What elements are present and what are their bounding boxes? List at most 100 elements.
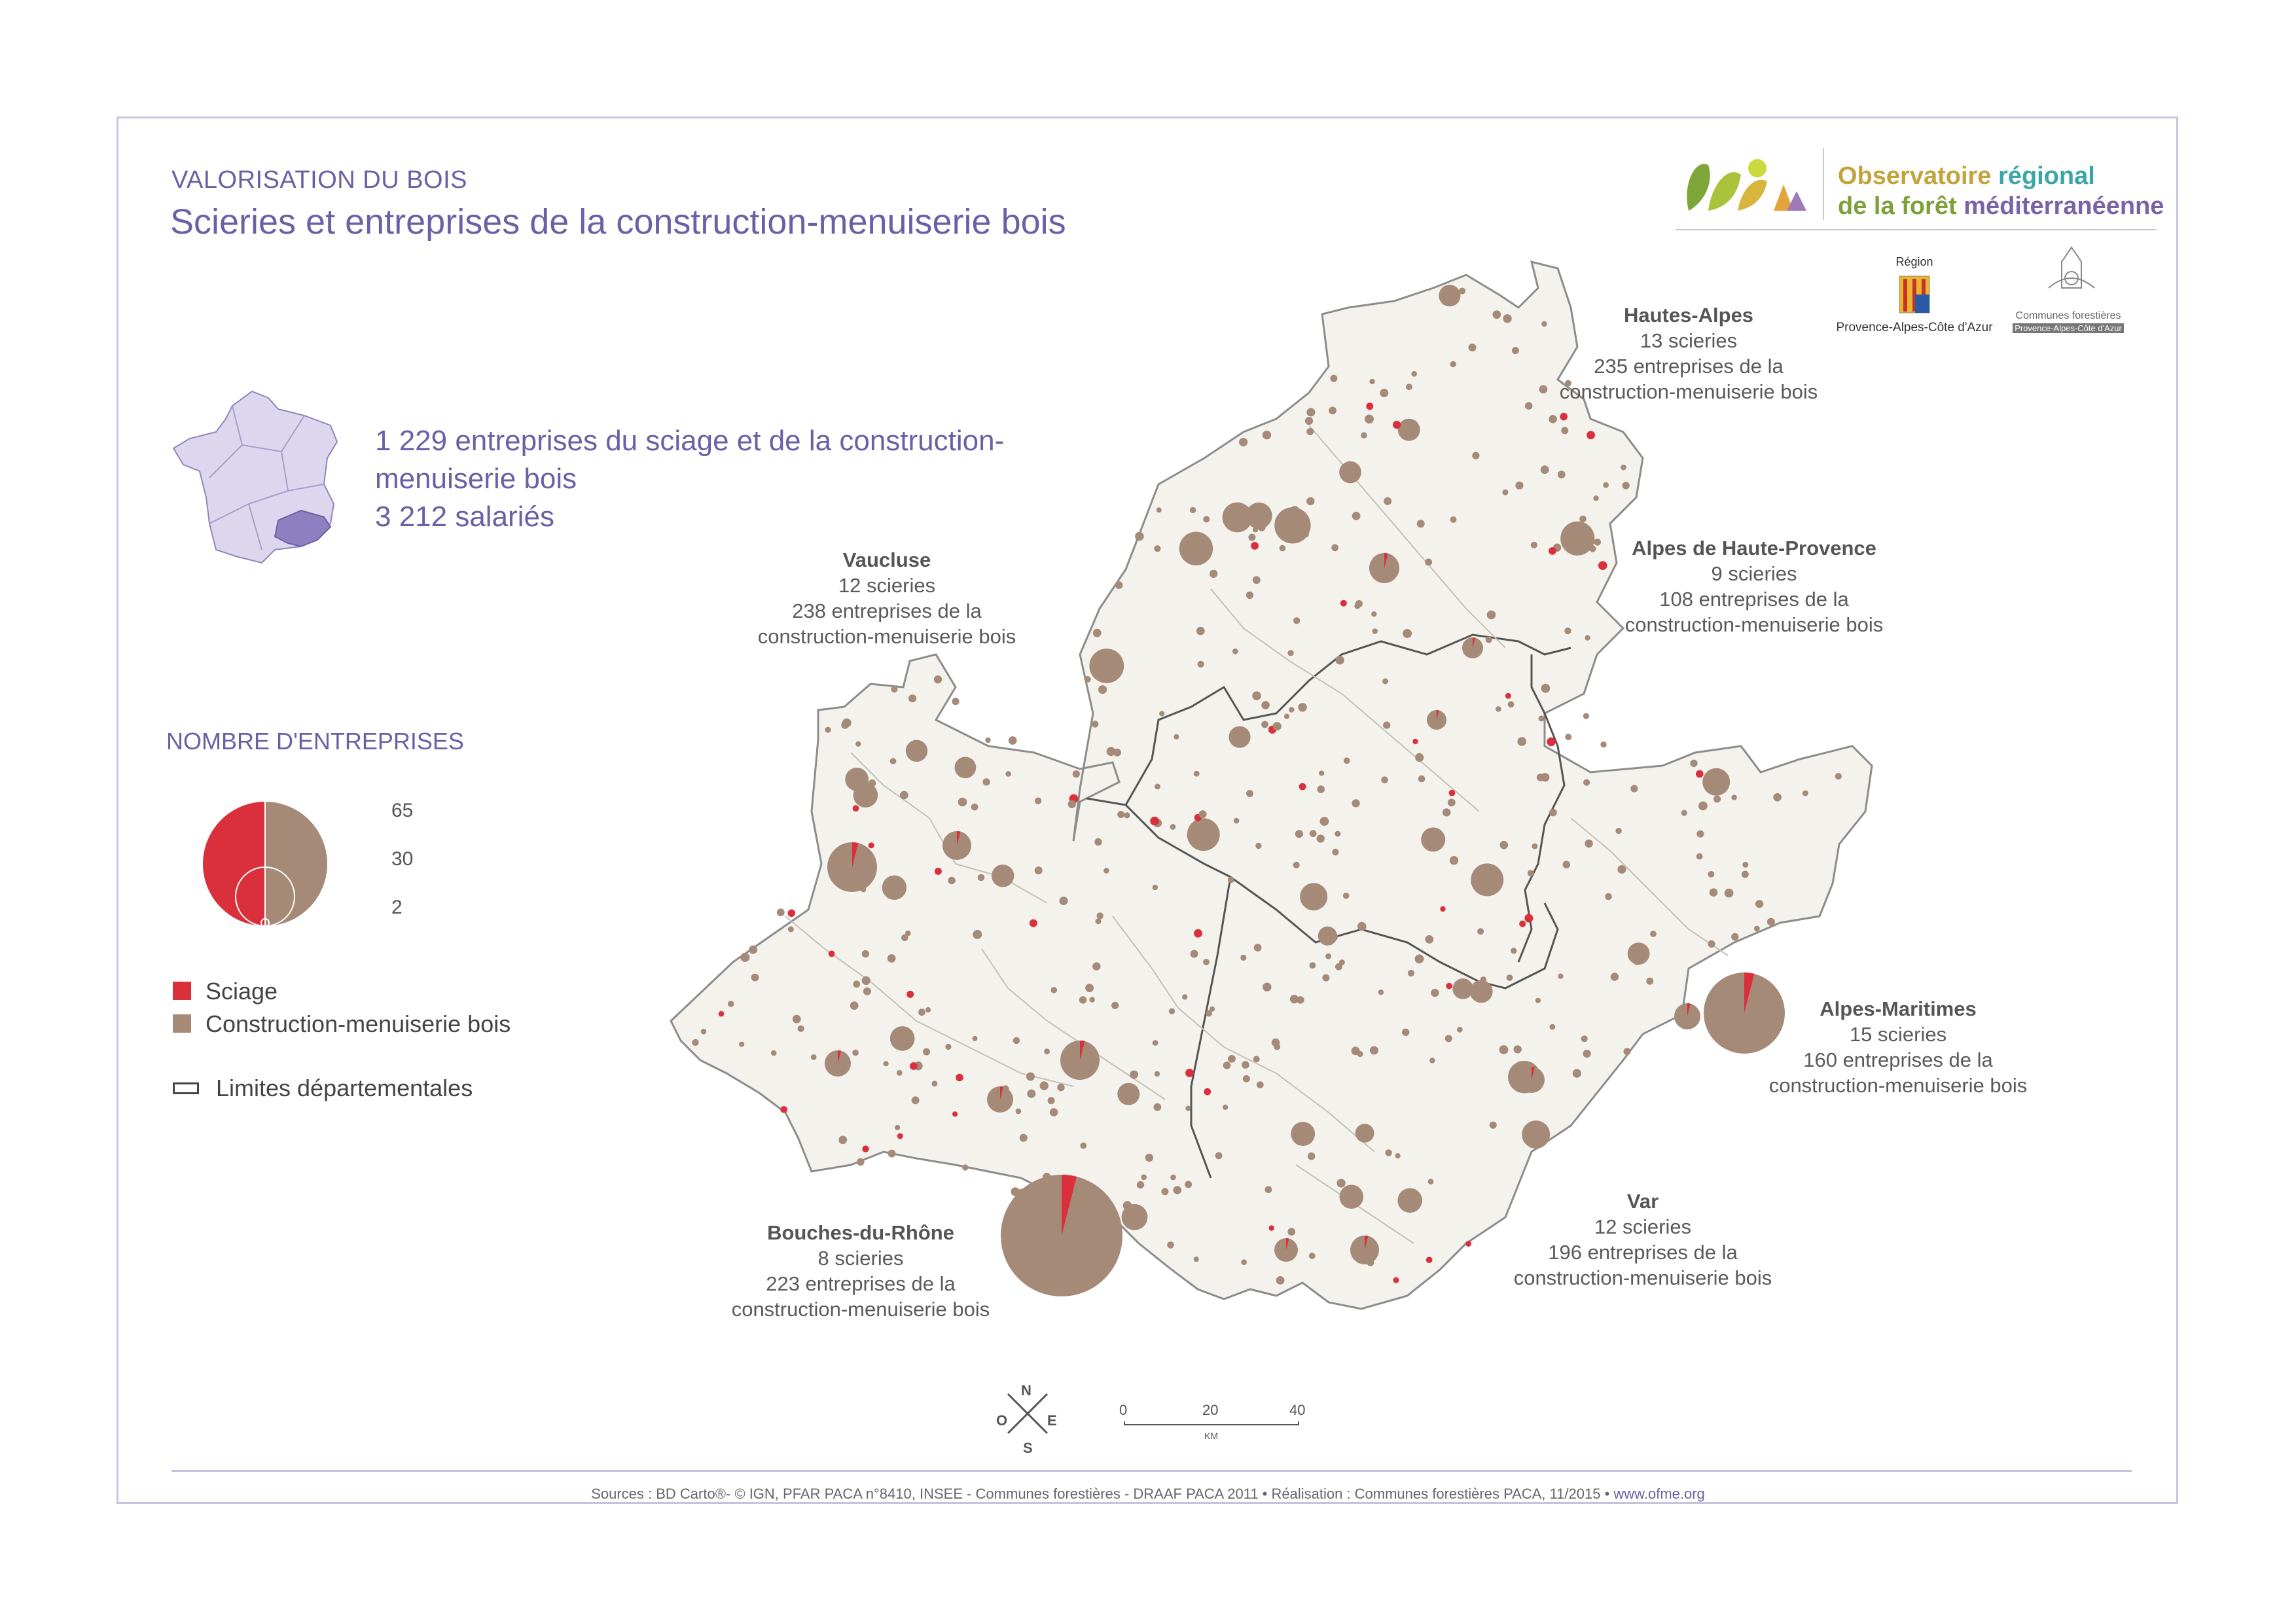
- distribution-point: [825, 726, 831, 733]
- distribution-point: [1372, 628, 1378, 634]
- distribution-point: [1106, 747, 1116, 757]
- distribution-point: [1026, 1072, 1035, 1081]
- distribution-point: [1272, 722, 1282, 731]
- distribution-point: [751, 973, 759, 982]
- distribution-point: [1013, 1037, 1020, 1044]
- distribution-point: [1319, 817, 1329, 826]
- footer-sources: Sources : BD Carto®- © IGN, PFAR PACA n°…: [591, 1486, 1610, 1502]
- distribution-point: [1547, 737, 1556, 747]
- distribution-point: [1357, 921, 1367, 931]
- distribution-point: [1297, 996, 1304, 1004]
- distribution-point: [1541, 321, 1547, 327]
- distribution-point: [1443, 808, 1451, 817]
- distribution-point: [1306, 408, 1316, 417]
- distribution-point: [1402, 1028, 1410, 1037]
- distribution-point: [1603, 482, 1609, 488]
- distribution-point: [925, 1007, 931, 1013]
- distribution-point: [1318, 926, 1337, 946]
- distribution-point: [1511, 347, 1519, 355]
- distribution-point: [1185, 1069, 1194, 1077]
- distribution-point: [1621, 464, 1626, 471]
- distribution-point: [1650, 931, 1657, 937]
- distribution-point: [1279, 544, 1286, 552]
- distribution-point: [1583, 779, 1590, 786]
- distribution-point: [1444, 1035, 1452, 1043]
- distribution-point: [1753, 925, 1760, 932]
- dept-entreprises: 196 entreprises de la: [1548, 1241, 1738, 1264]
- distribution-point: [887, 954, 896, 963]
- scale-bar: [1124, 1421, 1299, 1425]
- distribution-wedge: [1286, 1238, 1289, 1250]
- distribution-point: [1429, 1058, 1435, 1063]
- dept-name: Var: [1626, 1190, 1659, 1213]
- distribution-point: [889, 1026, 915, 1051]
- distribution-point: [1044, 1048, 1050, 1054]
- distribution-point: [1708, 871, 1715, 878]
- distribution-wedge: [1473, 637, 1475, 648]
- distribution-point: [1187, 818, 1220, 851]
- distribution-point: [910, 1062, 918, 1070]
- distribution-circles: [692, 285, 1842, 1296]
- distribution-point: [1067, 800, 1077, 808]
- distribution-point: [1366, 402, 1374, 410]
- legend-size-circles: [203, 802, 327, 927]
- distribution-point: [1130, 1217, 1138, 1224]
- distribution-point: [1085, 984, 1094, 993]
- distribution-point: [1228, 1055, 1236, 1063]
- distribution-point: [888, 1149, 896, 1158]
- distribution-point: [1340, 599, 1347, 607]
- distribution-point: [1173, 1186, 1182, 1194]
- distribution-point: [861, 976, 870, 985]
- distribution-point: [1380, 389, 1389, 397]
- distribution-point: [1293, 617, 1300, 624]
- distribution-point: [1361, 432, 1367, 438]
- dept-scieries: 13 scieries: [1640, 329, 1738, 352]
- summary-line-3: 3 212 salariés: [375, 501, 554, 533]
- distribution-point: [1446, 982, 1452, 990]
- distribution-point: [855, 741, 861, 747]
- distribution-point: [1295, 830, 1303, 838]
- distribution-point: [1352, 799, 1360, 808]
- distribution-point: [1263, 982, 1272, 991]
- distribution-point: [1713, 795, 1721, 803]
- distribution-point: [853, 980, 861, 988]
- distribution-point: [1471, 863, 1504, 897]
- distribution-point: [1426, 1257, 1433, 1263]
- distribution-point: [1135, 531, 1144, 541]
- distribution-point: [1229, 726, 1251, 748]
- distribution-point: [1298, 703, 1307, 712]
- distribution-point: [1095, 918, 1102, 925]
- distribution-point: [1047, 1097, 1055, 1105]
- distribution-point: [1336, 1179, 1346, 1188]
- distribution-point: [923, 1048, 931, 1056]
- dept-entreprises: 160 entreprises de la: [1803, 1048, 1993, 1071]
- distribution-point: [1253, 944, 1262, 952]
- distribution-point: [1152, 884, 1158, 891]
- distribution-point: [1117, 1082, 1140, 1105]
- distribution-point: [1253, 1056, 1260, 1063]
- distribution-point: [1179, 531, 1213, 565]
- distribution-point: [1103, 868, 1109, 874]
- distribution-point: [1412, 738, 1418, 745]
- distribution-point: [1115, 581, 1123, 589]
- communes-label: Communes forestières: [2015, 310, 2121, 321]
- distribution-point: [1283, 713, 1290, 719]
- distribution-point: [1265, 1186, 1272, 1194]
- distribution-point: [1709, 888, 1718, 897]
- distribution-point: [1306, 497, 1315, 506]
- distribution-point: [891, 686, 898, 693]
- dept-name: Alpes de Haute-Provence: [1632, 537, 1876, 560]
- distribution-point: [1355, 1124, 1374, 1143]
- distribution-point: [1634, 959, 1640, 965]
- compass-e: E: [1047, 1412, 1057, 1429]
- distribution-point: [1393, 420, 1401, 429]
- distribution-point: [1515, 481, 1524, 490]
- distribution-point: [1539, 385, 1548, 394]
- distribution-point: [749, 945, 758, 954]
- footer-link[interactable]: www.ofme.org: [1613, 1486, 1705, 1502]
- distribution-point: [1008, 736, 1017, 745]
- dept-construction: construction-menuiserie bois: [1768, 1074, 2028, 1097]
- logo-word-mediterraneenne: méditerranéenne: [1964, 192, 2164, 220]
- distribution-point: [1371, 611, 1377, 617]
- distribution-point: [1696, 853, 1703, 860]
